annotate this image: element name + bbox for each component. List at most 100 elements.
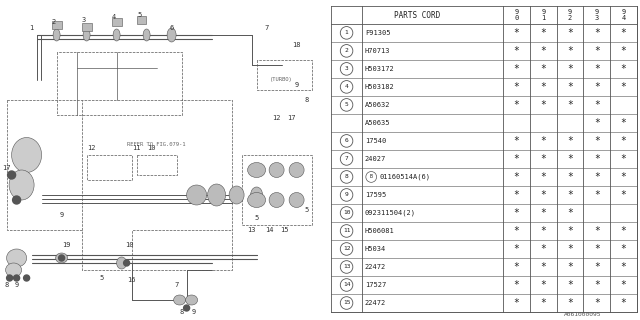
Ellipse shape — [143, 29, 150, 41]
Text: *: * — [567, 298, 573, 308]
Text: 9
2: 9 2 — [568, 9, 572, 21]
Text: *: * — [540, 298, 547, 308]
Text: 5: 5 — [345, 102, 348, 108]
Text: 10: 10 — [147, 145, 156, 151]
Circle shape — [124, 260, 129, 266]
Ellipse shape — [229, 186, 244, 204]
Text: *: * — [594, 136, 600, 146]
FancyBboxPatch shape — [82, 23, 92, 31]
Text: *: * — [514, 28, 520, 38]
Text: *: * — [514, 100, 520, 110]
Text: *: * — [567, 82, 573, 92]
Text: *: * — [514, 190, 520, 200]
Text: *: * — [594, 82, 600, 92]
Ellipse shape — [248, 163, 266, 178]
Text: *: * — [540, 190, 547, 200]
Text: H5034: H5034 — [365, 246, 386, 252]
Text: 15: 15 — [343, 300, 350, 306]
Text: 3: 3 — [345, 66, 348, 71]
Text: 9: 9 — [191, 309, 196, 315]
Text: 6: 6 — [170, 25, 173, 31]
Text: *: * — [567, 208, 573, 218]
Text: *: * — [514, 244, 520, 254]
Text: *: * — [567, 136, 573, 146]
Text: 2: 2 — [51, 19, 56, 25]
Text: *: * — [594, 64, 600, 74]
Ellipse shape — [186, 295, 198, 305]
Text: 6: 6 — [345, 139, 348, 143]
Ellipse shape — [9, 170, 34, 200]
Text: 17: 17 — [3, 165, 11, 171]
Ellipse shape — [6, 249, 27, 267]
Text: *: * — [621, 244, 627, 254]
Circle shape — [8, 171, 15, 179]
Text: 4: 4 — [345, 84, 348, 89]
Ellipse shape — [187, 185, 207, 205]
Text: (TURBO): (TURBO) — [270, 77, 293, 83]
Text: 7: 7 — [264, 25, 269, 31]
Text: *: * — [594, 298, 600, 308]
Text: *: * — [514, 82, 520, 92]
Circle shape — [24, 275, 29, 281]
Text: *: * — [621, 64, 627, 74]
Text: *: * — [567, 190, 573, 200]
Ellipse shape — [12, 138, 42, 172]
Text: H70713: H70713 — [365, 48, 390, 54]
Text: *: * — [540, 100, 547, 110]
Text: 11: 11 — [343, 228, 350, 234]
Text: 12: 12 — [343, 246, 350, 252]
Ellipse shape — [116, 257, 127, 269]
Text: 5: 5 — [305, 207, 308, 213]
Text: *: * — [567, 280, 573, 290]
Text: *: * — [594, 172, 600, 182]
Text: *: * — [514, 172, 520, 182]
Text: 9
1: 9 1 — [541, 9, 545, 21]
Text: A061000095: A061000095 — [564, 312, 602, 317]
Text: *: * — [621, 298, 627, 308]
Text: *: * — [567, 172, 573, 182]
Text: 8: 8 — [305, 97, 308, 103]
Text: A50635: A50635 — [365, 120, 390, 126]
Text: *: * — [567, 244, 573, 254]
Text: 01160514A(6): 01160514A(6) — [379, 174, 430, 180]
Text: *: * — [540, 64, 547, 74]
Ellipse shape — [113, 29, 120, 41]
Text: *: * — [621, 118, 627, 128]
Text: 9: 9 — [60, 212, 64, 218]
Text: *: * — [514, 208, 520, 218]
Text: *: * — [621, 82, 627, 92]
Text: 10: 10 — [125, 242, 134, 248]
Text: 12: 12 — [273, 115, 281, 121]
Text: *: * — [514, 46, 520, 56]
Ellipse shape — [173, 295, 186, 305]
Text: *: * — [594, 226, 600, 236]
Text: PARTS CORD: PARTS CORD — [394, 11, 440, 20]
Text: *: * — [514, 280, 520, 290]
FancyBboxPatch shape — [52, 21, 61, 29]
Text: 17540: 17540 — [365, 138, 386, 144]
Text: *: * — [567, 100, 573, 110]
Text: *: * — [594, 154, 600, 164]
Ellipse shape — [251, 187, 262, 203]
Text: *: * — [621, 136, 627, 146]
Text: *: * — [621, 262, 627, 272]
Ellipse shape — [289, 193, 304, 207]
Circle shape — [184, 305, 189, 311]
Text: *: * — [594, 262, 600, 272]
Text: *: * — [514, 64, 520, 74]
Text: *: * — [540, 154, 547, 164]
Text: 4: 4 — [111, 14, 116, 20]
Text: 9: 9 — [345, 192, 348, 197]
Text: 5: 5 — [255, 215, 259, 221]
Text: F91305: F91305 — [365, 30, 390, 36]
Text: *: * — [621, 172, 627, 182]
Text: 9
0: 9 0 — [515, 9, 518, 21]
Text: REFER TO FIG.079-1: REFER TO FIG.079-1 — [127, 142, 186, 148]
Text: *: * — [540, 172, 547, 182]
Text: 14: 14 — [266, 227, 274, 233]
Text: 7: 7 — [345, 156, 348, 161]
Circle shape — [6, 275, 13, 281]
Text: *: * — [567, 154, 573, 164]
Text: 12: 12 — [87, 145, 96, 151]
Text: 24027: 24027 — [365, 156, 386, 162]
